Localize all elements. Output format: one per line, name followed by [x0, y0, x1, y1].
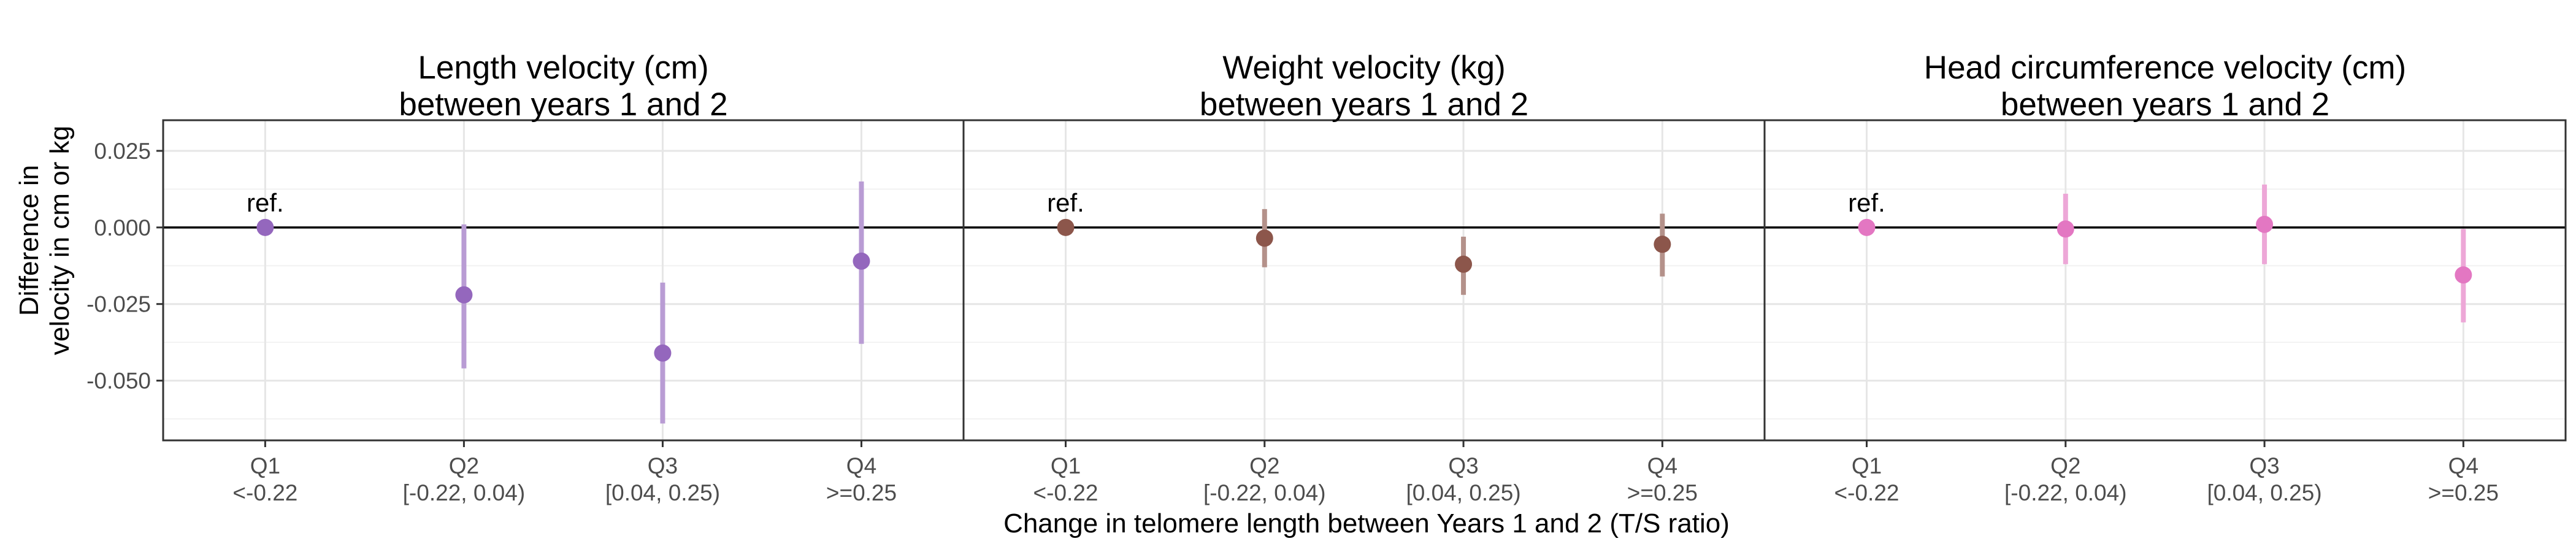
data-point-q4 — [2455, 266, 2472, 284]
y-axis-label-line1: Difference in — [14, 165, 44, 316]
data-point-q1 — [1057, 218, 1075, 236]
ref-annotation: ref. — [247, 188, 284, 217]
panel-title-line1: Length velocity (cm) — [418, 50, 708, 86]
x-tick-label-q1: Q1 — [1051, 453, 1081, 478]
x-tick-range-q3: [0.04, 0.25) — [2207, 480, 2321, 505]
x-tick-label-q2: Q2 — [449, 453, 479, 478]
data-point-q3 — [2256, 215, 2274, 233]
x-tick-label-q3: Q3 — [1448, 453, 1478, 478]
x-tick-range-q1: <-0.22 — [1033, 480, 1098, 505]
x-tick-range-q2: [-0.22, 0.04) — [2004, 480, 2127, 505]
panel-title-line2: between years 1 and 2 — [1200, 86, 1528, 123]
x-tick-range-q1: <-0.22 — [1834, 480, 1899, 505]
x-tick-label-q4: Q4 — [2448, 453, 2478, 478]
panel-title-line1: Head circumference velocity (cm) — [1924, 50, 2406, 86]
x-tick-label-q3: Q3 — [648, 453, 678, 478]
ref-annotation: ref. — [1047, 188, 1084, 217]
data-point-q2 — [455, 286, 473, 304]
panel-title-line1: Weight velocity (kg) — [1222, 50, 1505, 86]
data-point-q2 — [1255, 229, 1273, 247]
panel-3: ref. Head circumference velocity (cm)betw… — [1763, 50, 2567, 505]
x-tick-range-q2: [-0.22, 0.04) — [403, 480, 526, 505]
x-tick-range-q4: >=0.25 — [826, 480, 897, 505]
x-tick-range-q3: [0.04, 0.25) — [1406, 480, 1520, 505]
panel-border — [162, 119, 965, 442]
panels-group: ref.Length velocity (cm)between years 1 … — [86, 50, 2567, 505]
x-tick-range-q2: [-0.22, 0.04) — [1203, 480, 1326, 505]
y-tick-label: 0.000 — [94, 215, 151, 240]
data-point-q4 — [853, 252, 870, 270]
x-tick-label-q3: Q3 — [2249, 453, 2279, 478]
x-tick-range-q3: [0.04, 0.25) — [605, 480, 720, 505]
panel-2: ref. Weight velocity (kg)between years 1 … — [962, 50, 1766, 505]
y-axis-label-line2: velocity in cm or kg — [45, 126, 75, 355]
y-tick-label: 0.025 — [94, 139, 151, 164]
x-tick-label-q1: Q1 — [1852, 453, 1882, 478]
panel-1: ref. Length velocity (cm)between years 1 … — [86, 50, 965, 505]
data-point-q2 — [2057, 220, 2074, 238]
panel-title-line2: between years 1 and 2 — [2001, 86, 2329, 123]
data-point-q4 — [1654, 236, 1671, 253]
data-point-q1 — [256, 218, 274, 236]
x-axis-label: Change in telomere length between Years … — [1003, 508, 1730, 539]
panel-border — [1763, 119, 2567, 442]
panel-title-line2: between years 1 and 2 — [399, 86, 727, 123]
panel-border — [962, 119, 1766, 442]
x-tick-label-q2: Q2 — [1249, 453, 1279, 478]
x-tick-label-q4: Q4 — [1647, 453, 1677, 478]
y-tick-label: -0.025 — [86, 292, 151, 317]
x-tick-label-q1: Q1 — [250, 453, 280, 478]
x-tick-range-q4: >=0.25 — [2428, 480, 2499, 505]
x-tick-label-q4: Q4 — [846, 453, 876, 478]
ref-annotation: ref. — [1848, 188, 1885, 217]
x-tick-range-q4: >=0.25 — [1627, 480, 1698, 505]
data-point-q3 — [654, 344, 672, 362]
y-tick-label: -0.050 — [86, 369, 151, 394]
data-point-q3 — [1455, 255, 1473, 273]
x-tick-label-q2: Q2 — [2050, 453, 2080, 478]
x-tick-range-q1: <-0.22 — [232, 480, 297, 505]
data-point-q1 — [1858, 218, 1876, 236]
